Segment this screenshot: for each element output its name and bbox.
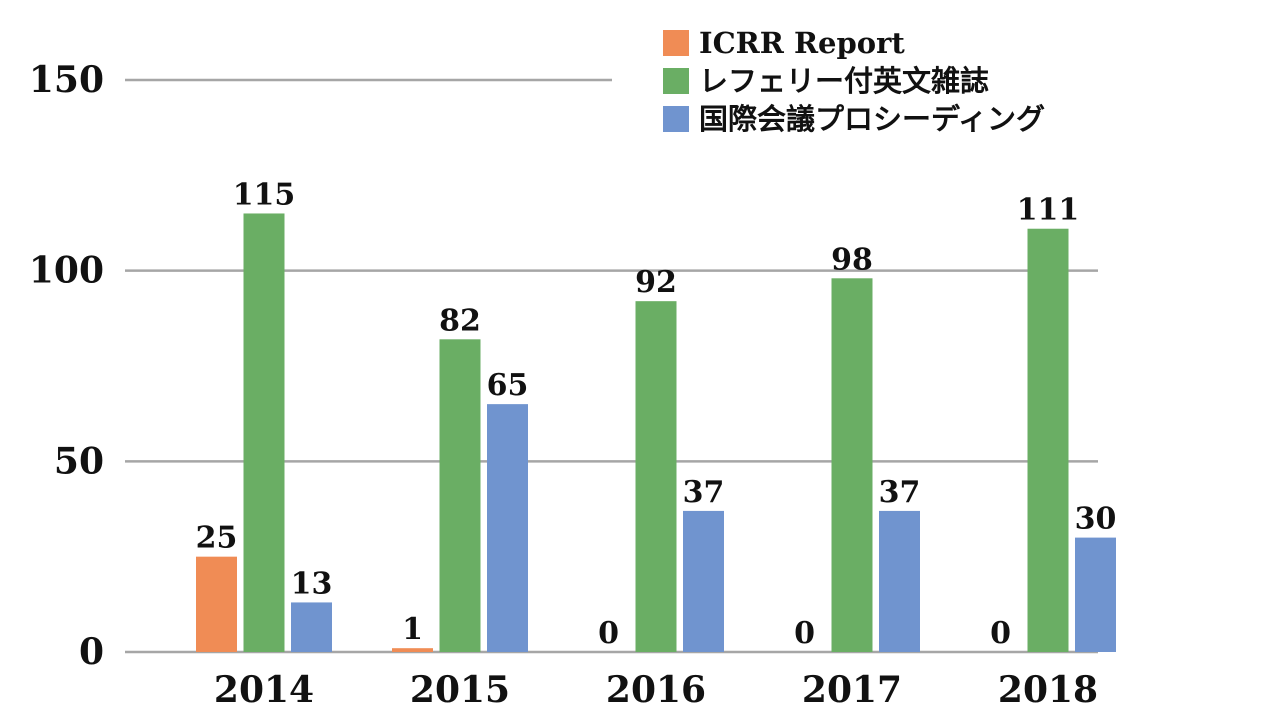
bar-2018-series-2 xyxy=(1075,537,1116,652)
bar-2015-series-2 xyxy=(487,404,528,652)
data-label: 37 xyxy=(683,475,725,510)
data-label: 92 xyxy=(635,265,677,300)
bar-2015-series-1 xyxy=(439,339,481,652)
bar-2017-series-1 xyxy=(831,278,873,652)
bar-2014-series-0 xyxy=(196,556,237,652)
x-tick-label: 2018 xyxy=(998,669,1098,711)
bar-2017-series-2 xyxy=(879,510,920,652)
bar-2016-series-2 xyxy=(683,510,724,652)
legend-swatch xyxy=(663,68,689,94)
data-label: 82 xyxy=(439,303,481,338)
bar-2018-series-1 xyxy=(1027,228,1069,652)
data-label: 1 xyxy=(402,612,423,647)
x-axis-ticks: 2014 2015 2016 2017 2018 xyxy=(214,669,1098,711)
legend-label: レフェリー付英文雑誌 xyxy=(699,64,989,98)
data-label: 0 xyxy=(794,616,815,651)
legend-swatch xyxy=(663,106,689,132)
bar-2016-series-1 xyxy=(635,301,677,652)
data-label: 25 xyxy=(196,521,238,556)
bar-2014-series-1 xyxy=(243,213,285,652)
data-label: 111 xyxy=(1017,193,1080,228)
y-tick-label: 100 xyxy=(29,250,104,292)
gridlines xyxy=(125,78,1098,654)
y-axis-ticks: 0 50 100 150 xyxy=(29,59,104,673)
data-label: 13 xyxy=(291,566,333,601)
bar-2014-series-2 xyxy=(291,602,332,652)
bars xyxy=(196,213,1116,652)
data-label: 65 xyxy=(487,368,529,403)
data-label: 0 xyxy=(990,616,1011,651)
data-label: 30 xyxy=(1075,502,1117,537)
x-tick-label: 2016 xyxy=(606,669,706,711)
legend-label: ICRR Report xyxy=(699,26,905,60)
x-tick-label: 2014 xyxy=(214,669,314,711)
legend-swatch xyxy=(663,30,689,56)
data-label: 37 xyxy=(879,475,921,510)
x-tick-label: 2015 xyxy=(410,669,510,711)
data-label: 115 xyxy=(233,177,296,212)
y-tick-label: 150 xyxy=(29,59,104,101)
y-tick-label: 50 xyxy=(54,440,104,482)
y-tick-label: 0 xyxy=(79,631,104,673)
bar-2015-series-0 xyxy=(392,648,433,652)
legend-label: 国際会議プロシーディング xyxy=(699,102,1045,136)
x-tick-label: 2017 xyxy=(802,669,902,711)
data-label: 0 xyxy=(598,616,619,651)
data-label: 98 xyxy=(831,242,873,277)
